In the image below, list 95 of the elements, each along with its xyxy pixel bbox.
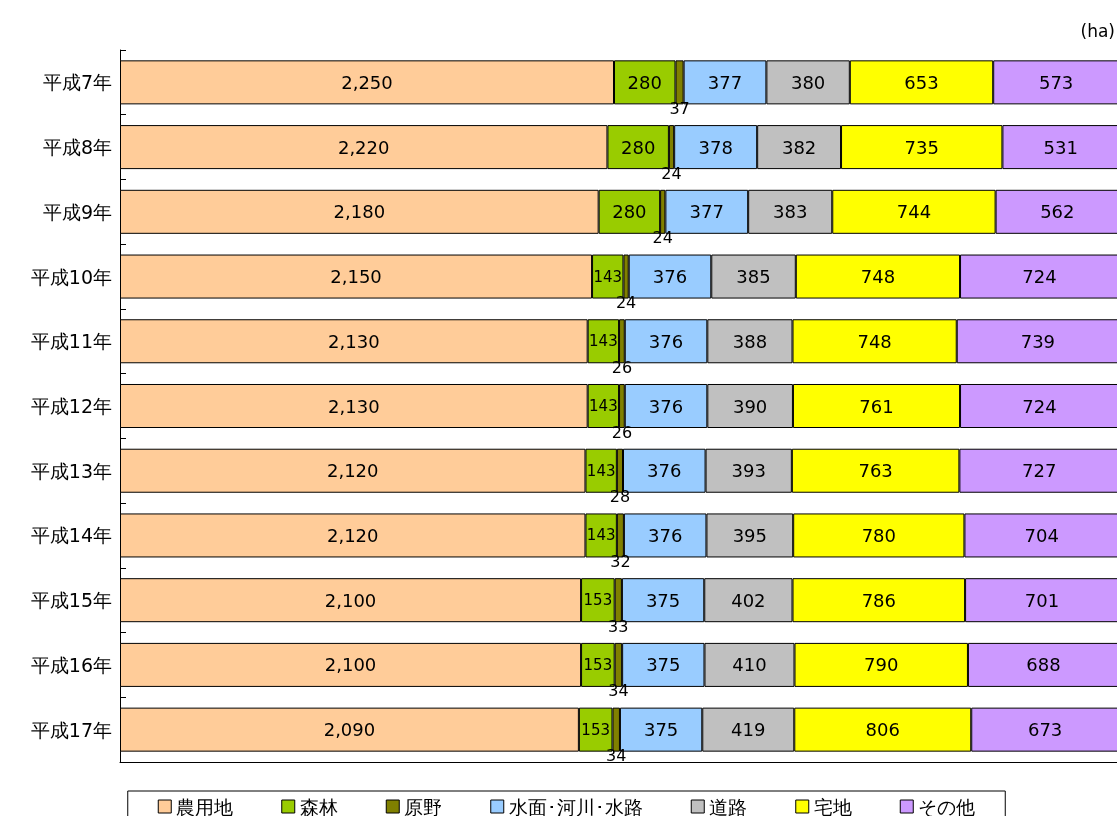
data-label: 402 [731,589,766,611]
legend-label: 農用地 [176,795,234,816]
y-tick-label: 平成13年 [30,459,112,482]
data-label: 748 [857,330,892,352]
data-label: 562 [1040,201,1075,223]
data-label: 385 [736,266,771,288]
data-label: 24 [661,163,682,183]
data-label: 2,100 [324,589,377,611]
data-label: 2,100 [324,654,377,676]
y-tick-label: 平成7年 [42,71,112,94]
data-label: 419 [731,719,766,741]
data-label: 153 [581,720,610,739]
data-label: 34 [608,681,629,701]
data-label: 143 [589,332,618,351]
data-label: 376 [647,460,682,482]
data-label: 143 [586,461,616,480]
data-label: 380 [790,71,826,93]
data-label: 393 [731,460,766,482]
data-label: 790 [864,654,899,676]
data-label: 143 [593,267,623,286]
data-label: 531 [1043,136,1078,158]
data-label: 383 [773,201,808,223]
text: (ha) [1080,20,1116,41]
data-label: 377 [689,201,724,223]
data-label: 761 [859,395,894,417]
y-tick-label: 平成16年 [30,653,112,676]
y-tick-label: 平成12年 [30,395,112,417]
data-label: 2,220 [337,136,390,158]
data-label: 727 [1022,460,1057,482]
data-label: 153 [583,655,613,674]
data-label: 280 [627,71,662,93]
data-label: 688 [1026,654,1061,676]
data-label: 2,130 [328,330,380,352]
data-label: 390 [732,395,768,417]
data-label: 280 [612,201,647,223]
data-label: 32 [610,551,631,571]
data-label: 153 [583,591,613,610]
data-label: 33 [608,616,629,636]
y-tick-label: 平成15年 [30,589,112,612]
data-label: 376 [647,524,683,546]
data-label: 2,090 [323,719,376,741]
legend-label: 宅地 [813,795,852,816]
data-label: 28 [609,487,631,507]
data-label: 382 [781,136,817,158]
data-label: 806 [865,719,900,741]
data-label: 786 [861,589,896,611]
data-label: 376 [652,266,688,288]
data-label: 280 [620,136,656,158]
legend-label: 水面･河川･水路 [508,795,643,816]
data-label: 395 [732,524,767,546]
data-label: 375 [645,589,681,611]
data-label: 763 [858,460,893,482]
data-label: 378 [698,136,733,158]
data-label: 376 [648,330,684,352]
legend-label: その他 [918,795,976,816]
data-label: 739 [1020,330,1056,352]
data-label: 735 [904,136,939,158]
data-label: 143 [586,526,616,545]
y-tick-label: 平成9年 [42,200,112,223]
data-label: 2,120 [326,524,379,546]
data-label: 24 [615,293,637,313]
data-label: 2,130 [328,395,380,417]
legend-label: 森林 [299,795,338,816]
data-label: 410 [732,654,767,676]
data-label: 37 [669,98,690,118]
data-label: 573 [1038,71,1074,93]
data-label: 748 [860,266,896,288]
data-label: 34 [606,746,627,766]
data-label: 2,120 [326,460,379,482]
data-label: 2,150 [330,266,382,288]
data-label: 653 [904,71,939,93]
data-label: 701 [1024,589,1060,611]
data-label: 376 [648,395,684,417]
data-label: 724 [1022,395,1057,417]
data-label: 388 [732,330,768,352]
data-label: 24 [652,228,673,248]
data-label: 704 [1024,524,1059,546]
y-tick-label: 平成8年 [42,136,112,159]
data-label: 375 [646,654,681,676]
data-label: 375 [643,719,679,741]
y-tick-label: 平成10年 [30,265,112,288]
data-label: 673 [1027,719,1063,741]
data-label: 780 [861,524,896,546]
data-label: 744 [896,201,932,223]
data-label: 2,180 [333,201,386,223]
y-tick-label: 平成11年 [30,330,112,353]
data-label: 26 [611,357,633,377]
data-label: 377 [707,71,743,93]
data-label: 143 [589,397,618,415]
legend-label: 道路 [709,795,748,816]
data-label: 724 [1022,266,1057,288]
y-tick-label: 平成14年 [30,524,112,547]
y-tick-label: 平成17年 [30,718,112,741]
legend-label: 原野 [404,795,443,816]
data-label: 2,250 [341,71,393,93]
